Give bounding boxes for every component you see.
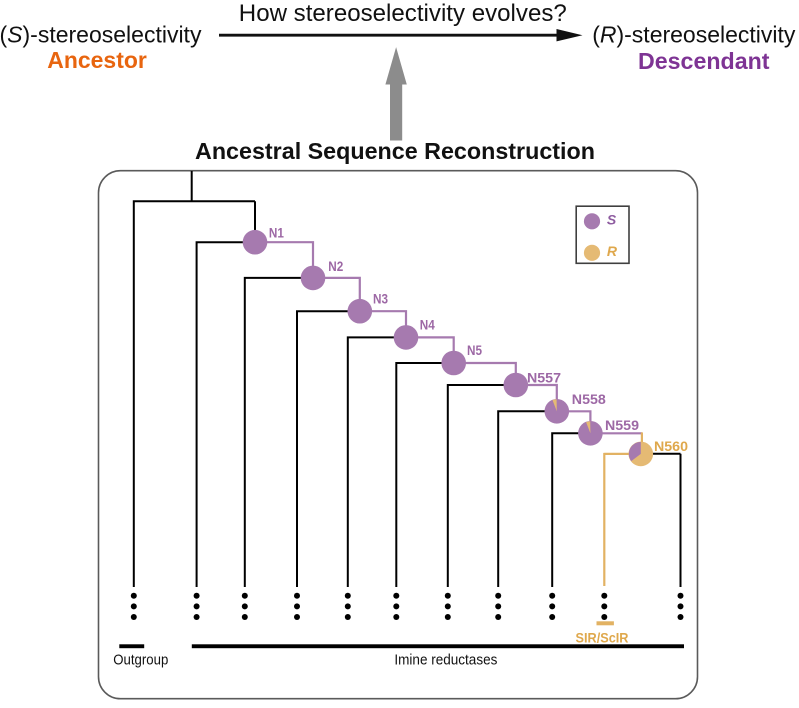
svg-text:Descendant: Descendant	[638, 48, 770, 74]
svg-text:SIR/ScIR: SIR/ScIR	[576, 630, 629, 646]
svg-text:Outgroup: Outgroup	[113, 652, 168, 669]
svg-text:N1: N1	[269, 224, 284, 240]
svg-text:Ancestral Sequence Reconstruct: Ancestral Sequence Reconstruction	[195, 138, 595, 164]
svg-text:N4: N4	[420, 316, 435, 332]
svg-text:Ancestor: Ancestor	[47, 47, 147, 73]
svg-text:N558: N558	[572, 391, 606, 407]
svg-text:N559: N559	[605, 417, 639, 433]
svg-text:S: S	[607, 211, 617, 227]
svg-text:R: R	[607, 243, 618, 259]
svg-text:N557: N557	[527, 369, 561, 385]
svg-text:How stereoselectivity evolves?: How stereoselectivity evolves?	[239, 0, 567, 27]
svg-text:N3: N3	[373, 290, 388, 306]
svg-text:N2: N2	[328, 258, 343, 274]
svg-text:(S)-stereoselectivity: (S)-stereoselectivity	[0, 21, 202, 47]
svg-text:Imine reductases: Imine reductases	[394, 652, 497, 669]
svg-text:N560: N560	[654, 438, 688, 454]
svg-text:(R)-stereoselectivity: (R)-stereoselectivity	[592, 21, 796, 47]
svg-text:N5: N5	[467, 342, 482, 358]
